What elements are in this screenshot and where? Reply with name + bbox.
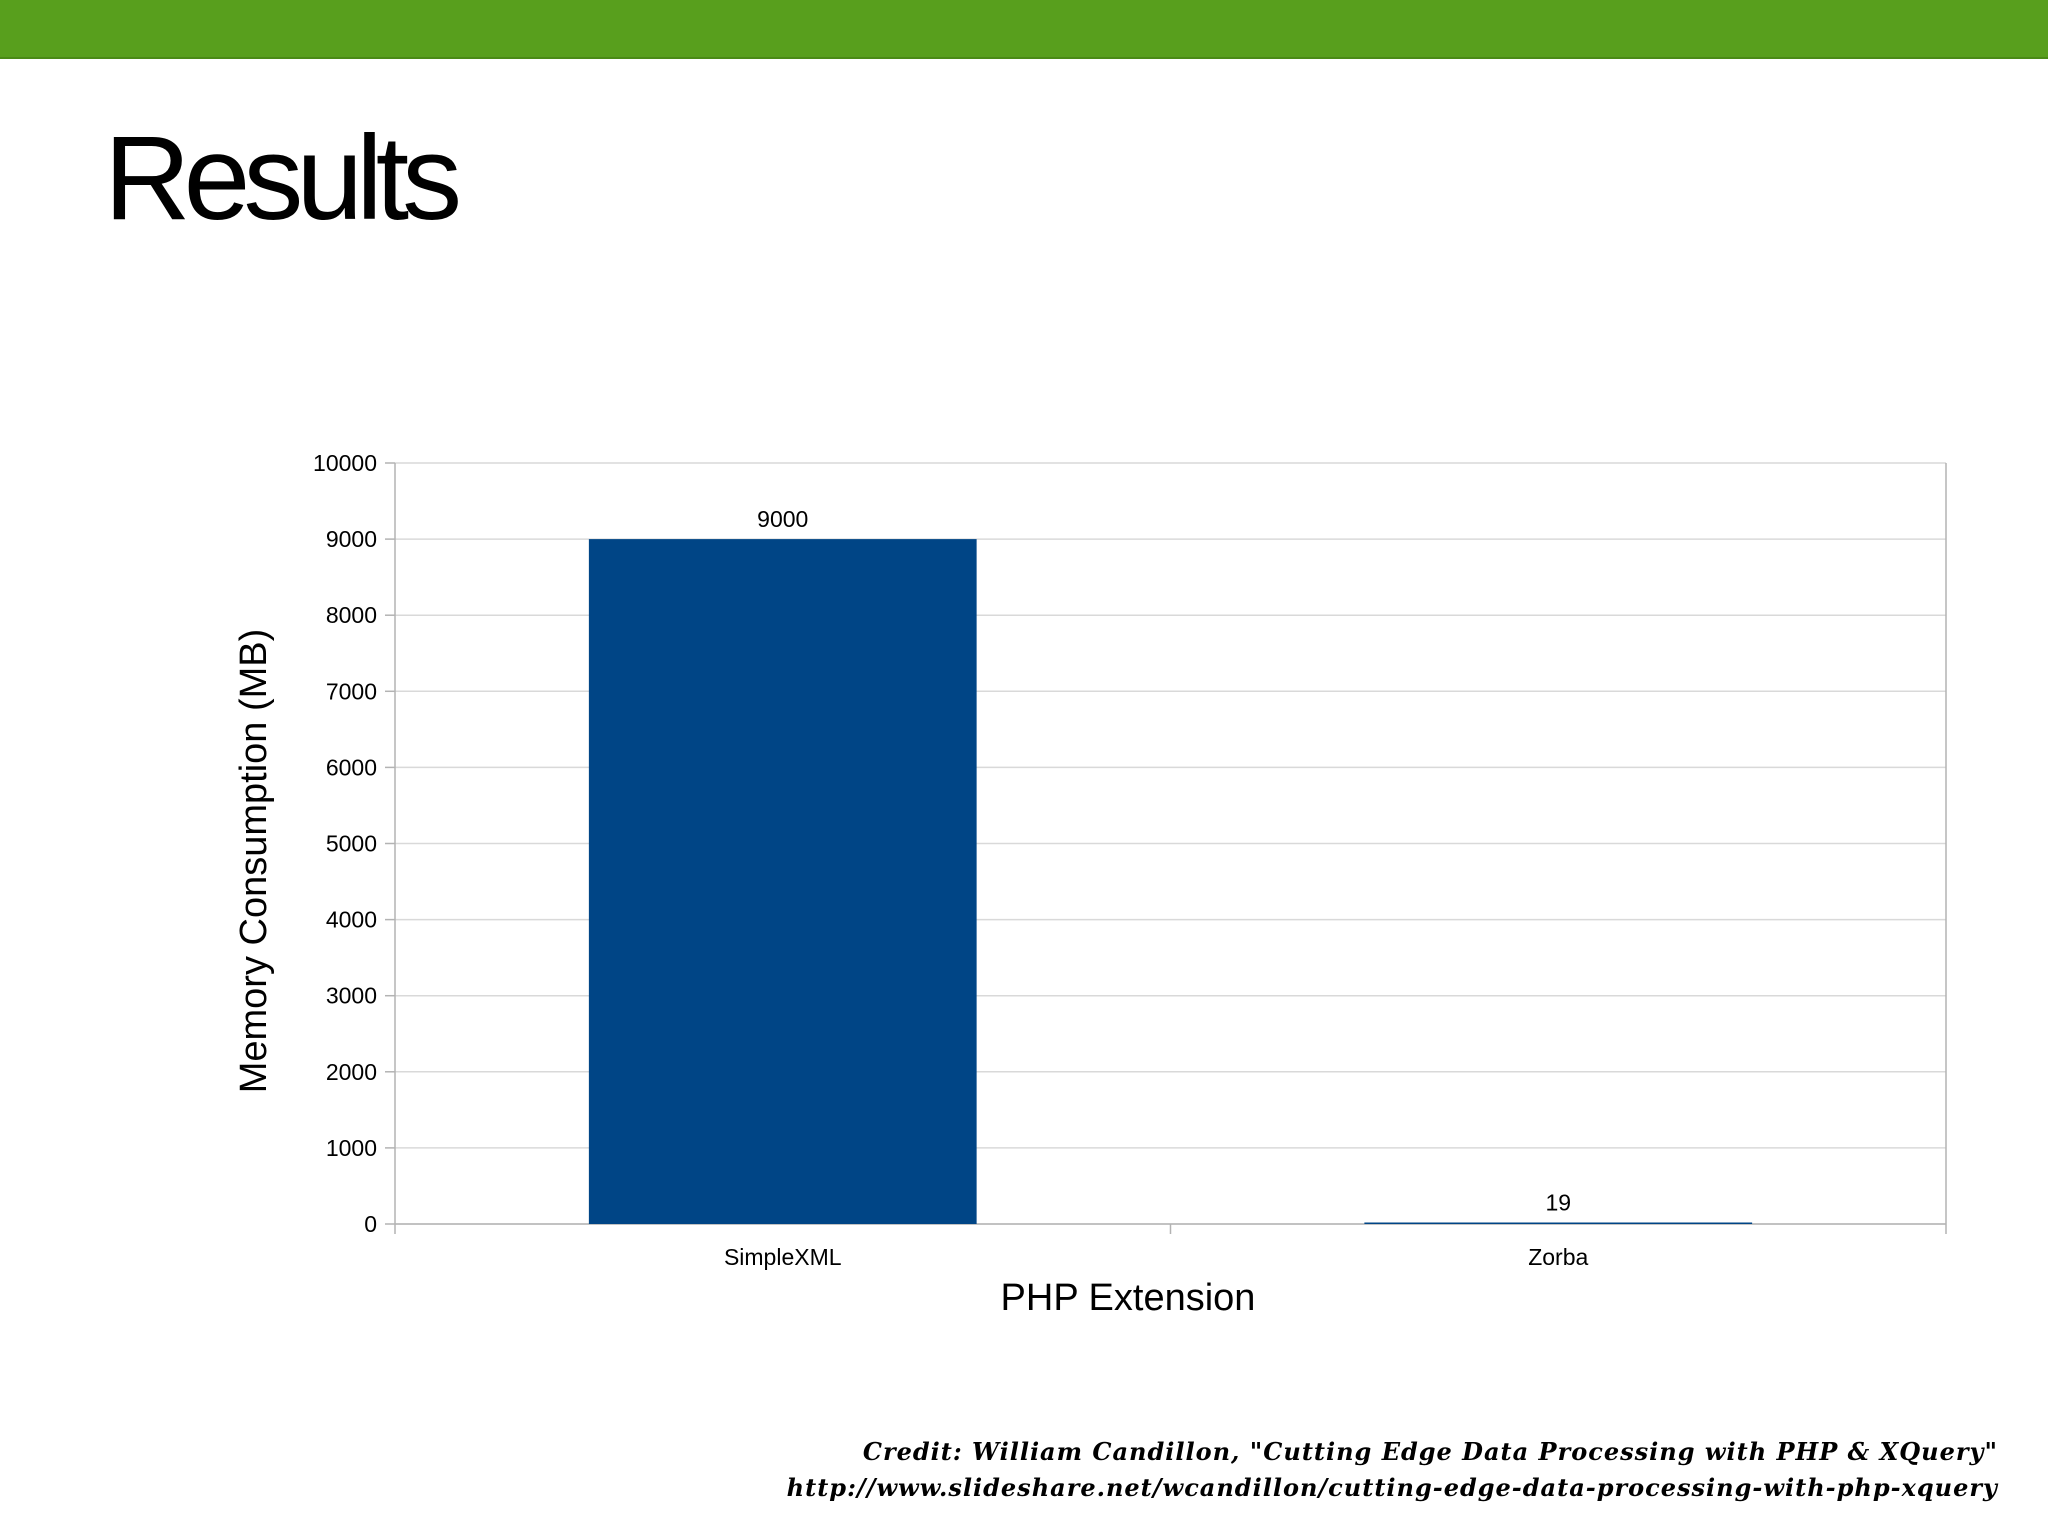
y-tick-label: 7000 (326, 678, 377, 704)
x-tick-label: Zorba (1528, 1244, 1588, 1270)
y-tick-label: 1000 (326, 1135, 377, 1161)
y-tick-label: 0 (364, 1211, 377, 1237)
y-tick-label: 9000 (326, 526, 377, 552)
chart-labels: 0 1000 2000 3000 4000 5000 6000 7000 8000 9000 100… (313, 450, 1588, 1270)
y-tick-label: 2000 (326, 1059, 377, 1085)
y-tick-label: 6000 (326, 754, 377, 780)
y-tick-label: 3000 (326, 983, 377, 1009)
credit-url: http://www.slideshare.net/wcandillon/cut… (786, 1473, 1998, 1502)
bar-zorba (1364, 1222, 1753, 1224)
y-axis-title: Memory Consumption (MB) (233, 629, 275, 1094)
data-label: 19 (1545, 1190, 1571, 1216)
data-label: 9000 (757, 506, 808, 532)
chart-bars (588, 539, 1753, 1224)
header-bar (0, 0, 2048, 59)
x-axis-title: PHP Extension (1001, 1277, 1256, 1319)
y-tick-label: 4000 (326, 907, 377, 933)
x-tick-label: SimpleXML (724, 1244, 842, 1270)
slide-title: Results (104, 111, 462, 245)
credit-note: Credit: William Candillon, "Cutting Edge… (787, 1434, 1998, 1506)
y-tick-label: 10000 (313, 450, 377, 476)
credit-line: Credit: William Candillon, "Cutting Edge… (862, 1437, 1998, 1466)
y-tick-label: 5000 (326, 831, 377, 857)
y-tick-label: 8000 (326, 602, 377, 628)
bar-simplexml (588, 539, 977, 1224)
